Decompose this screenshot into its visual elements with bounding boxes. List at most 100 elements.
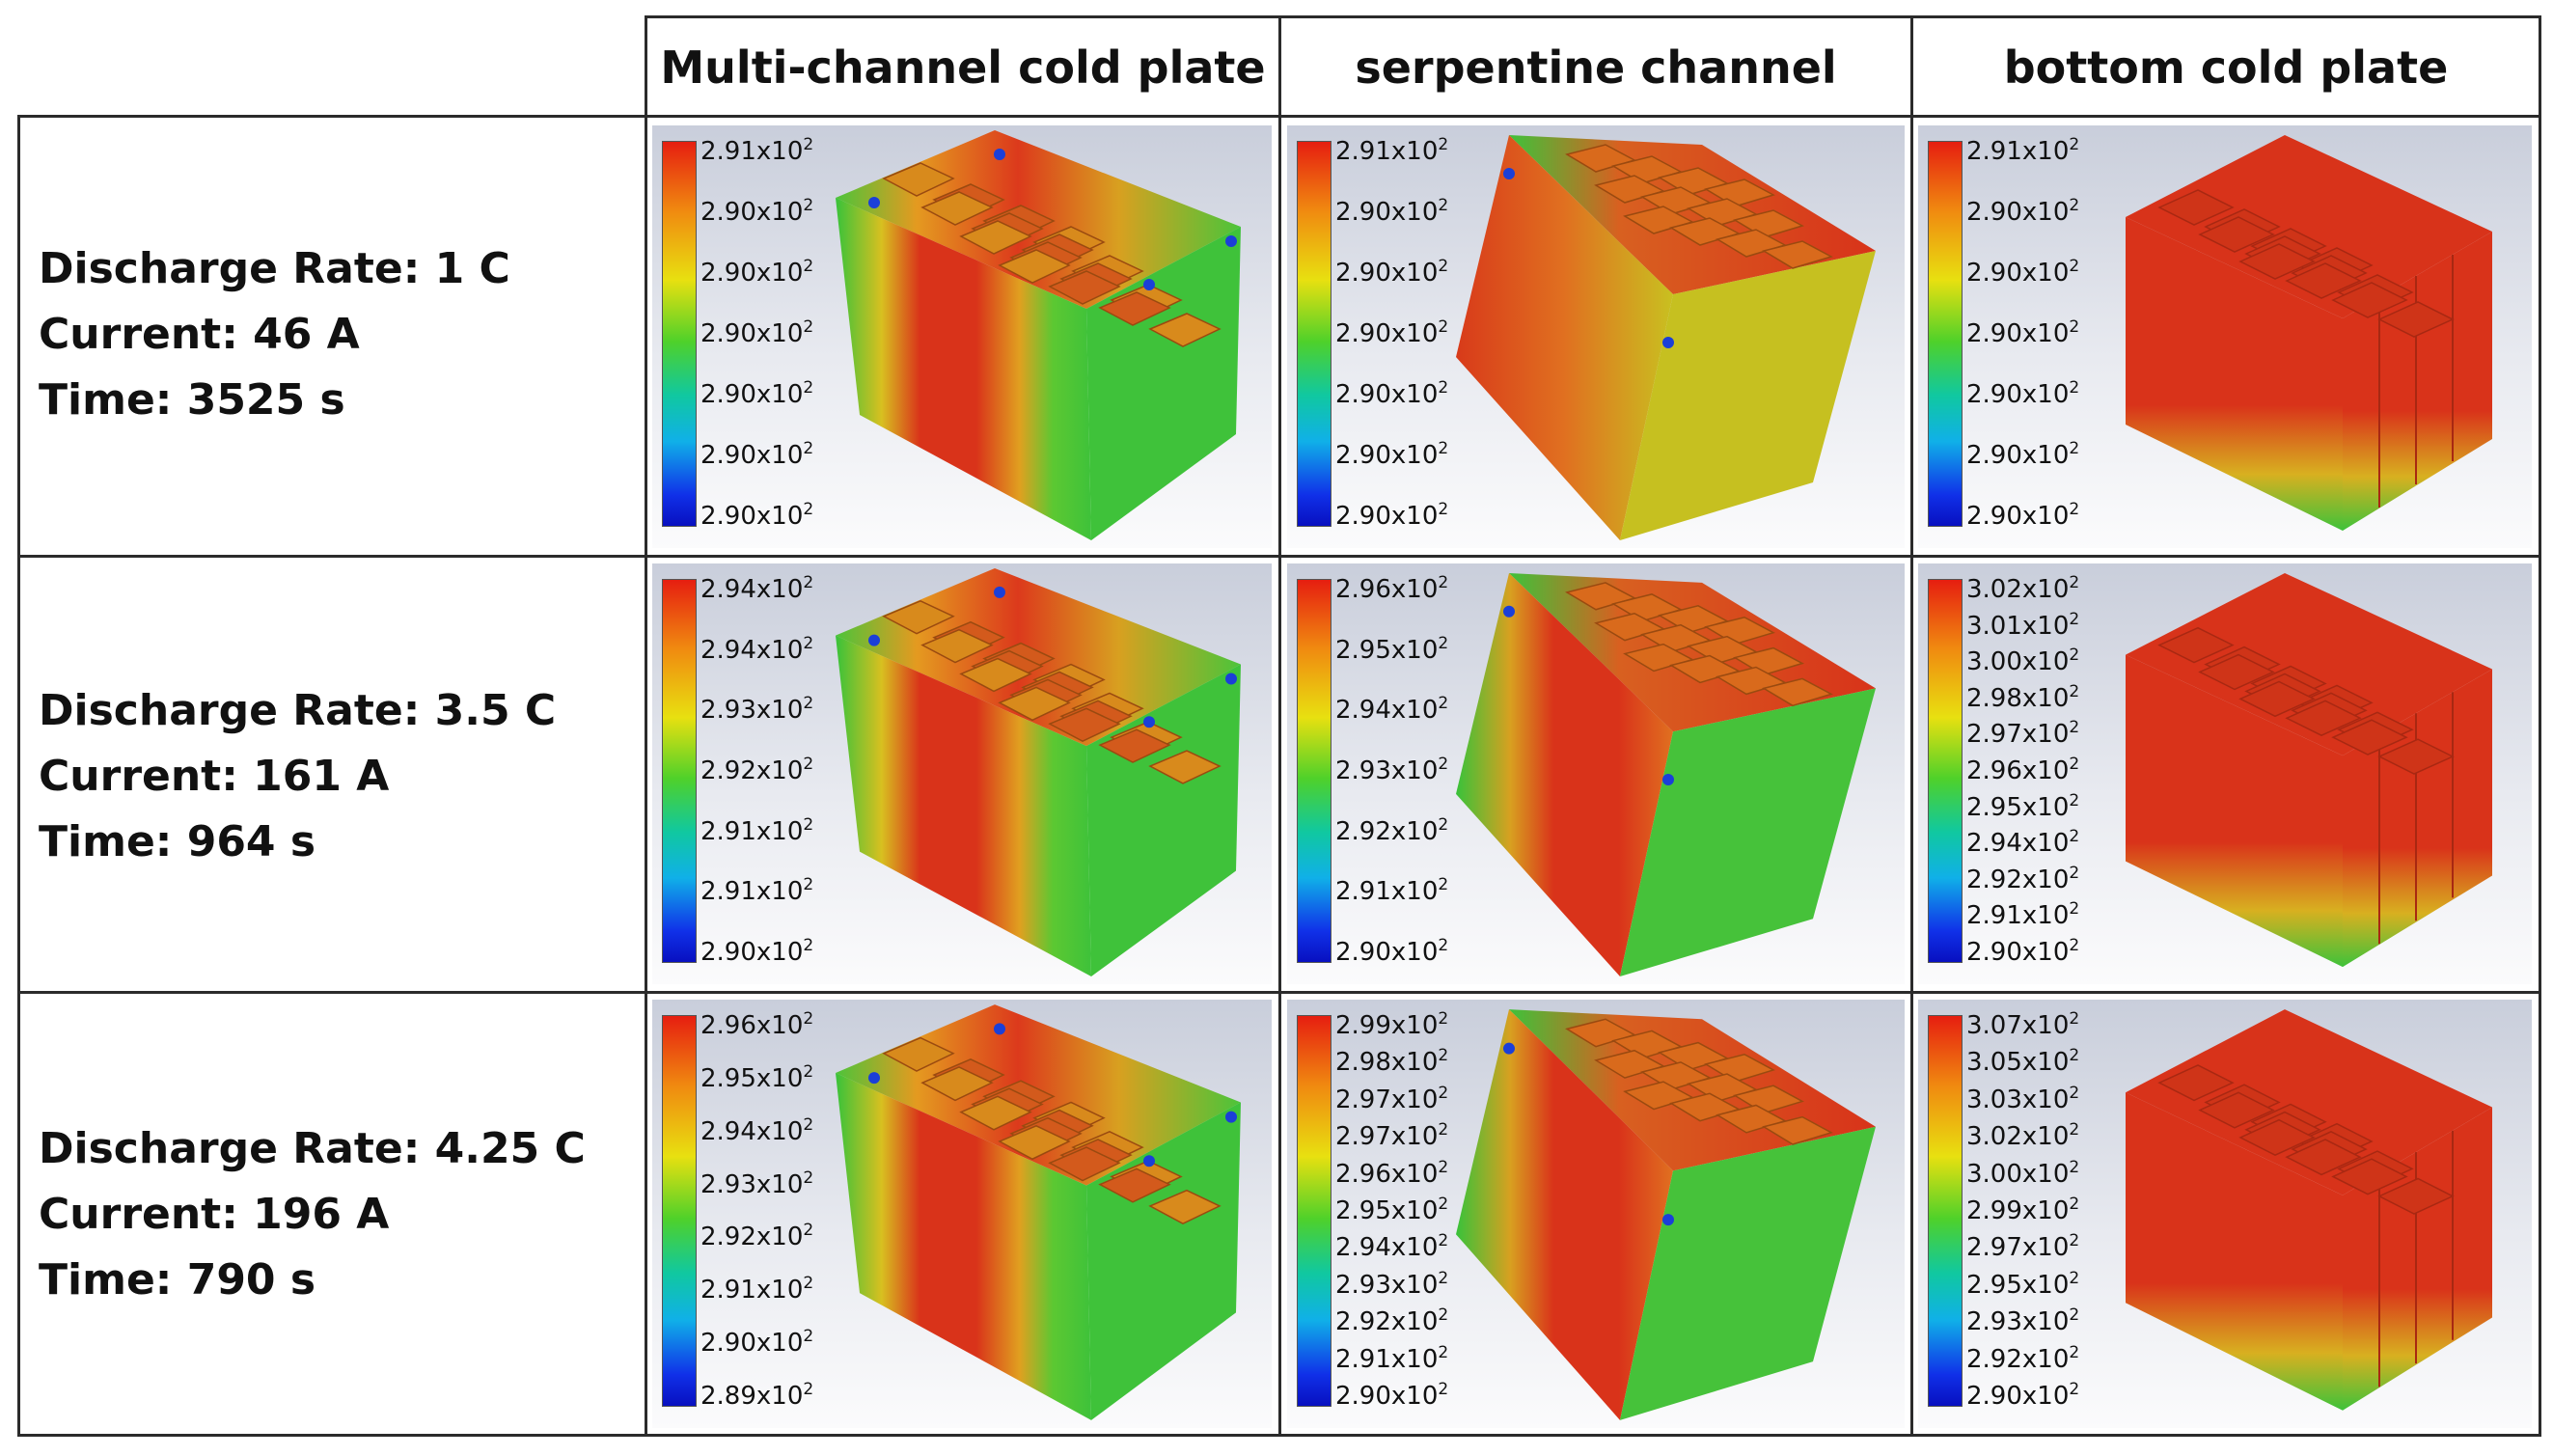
tick-exponent: 2 xyxy=(803,1168,814,1188)
tick-mantissa: 2.90x10 xyxy=(700,440,804,470)
coolant-port xyxy=(1662,337,1674,348)
tick-mantissa: 2.95x10 xyxy=(700,1063,804,1093)
pack-top-face xyxy=(2126,1009,2492,1195)
battery-cell xyxy=(998,249,1071,284)
tick-mantissa: 2.94x10 xyxy=(1335,696,1439,726)
tick-mantissa: 2.95x10 xyxy=(1966,792,2070,822)
colorbar-tick-label: 2.95x102 xyxy=(1335,1195,1448,1225)
tick-mantissa: 2.94x10 xyxy=(1966,829,2070,859)
tick-mantissa: 2.97x10 xyxy=(1335,1122,1439,1152)
battery-cell xyxy=(2238,680,2316,718)
tick-exponent: 2 xyxy=(803,500,814,520)
tick-exponent: 2 xyxy=(1438,378,1449,398)
battery-cell xyxy=(1762,240,1833,269)
tick-mantissa: 3.02x10 xyxy=(1966,1122,2070,1152)
tick-exponent: 2 xyxy=(803,875,814,895)
tick-mantissa: 2.90x10 xyxy=(1966,937,2070,967)
tick-mantissa: 2.92x10 xyxy=(1335,816,1439,846)
colorbar-tick-label: 2.93x102 xyxy=(1335,755,1448,785)
battery-cell xyxy=(882,600,955,635)
tick-mantissa: 2.97x10 xyxy=(1966,720,2070,750)
colorbar-tick-label: 2.95x102 xyxy=(1335,634,1448,665)
table-rule-left xyxy=(17,115,20,1437)
colorbar-tick-label: 2.90x102 xyxy=(1335,936,1448,967)
colorbar-tick-label: 2.92x102 xyxy=(700,755,813,785)
tick-mantissa: 2.91x10 xyxy=(700,136,804,166)
tick-exponent: 2 xyxy=(803,439,814,459)
pack-front-face xyxy=(836,1073,1091,1420)
coolant-port xyxy=(868,197,880,208)
tick-mantissa: 2.92x10 xyxy=(700,755,804,785)
tick-mantissa: 2.94x10 xyxy=(700,574,804,604)
time-text: Time: 3525 s xyxy=(39,375,345,425)
pack-top-face xyxy=(2126,135,2492,318)
tick-exponent: 2 xyxy=(2069,1009,2080,1030)
colorbar-tick-label: 2.90x102 xyxy=(1335,500,1448,531)
tick-exponent: 2 xyxy=(2069,317,2080,338)
coolant-port xyxy=(1143,716,1155,728)
battery-cell xyxy=(1762,1115,1833,1145)
temperature-colorbar xyxy=(1928,141,1963,527)
battery-pack-contour xyxy=(836,1004,1241,1420)
tick-mantissa: 2.97x10 xyxy=(1335,1085,1439,1114)
colorbar-tick-label: 2.90x102 xyxy=(1966,936,2079,967)
colorbar-tick-label: 2.90x102 xyxy=(1335,439,1448,470)
tick-exponent: 2 xyxy=(803,633,814,653)
time-text: Time: 964 s xyxy=(39,817,316,866)
colorbar-tick-label: 2.97x102 xyxy=(1335,1084,1448,1114)
battery-cell xyxy=(2198,1091,2275,1129)
contour-panel-3-5c-serpentine: 2.96x102 2.95x102 2.94x102 2.93x102 2.92x102… xyxy=(1287,563,1905,984)
coolant-port xyxy=(868,1072,880,1085)
tick-exponent: 2 xyxy=(1438,1120,1449,1140)
battery-pack-contour xyxy=(2126,1009,2492,1411)
tick-exponent: 2 xyxy=(803,378,814,398)
coolant-port xyxy=(1503,605,1515,618)
colorbar-tick-label: 2.98x102 xyxy=(1966,682,2079,713)
battery-cell xyxy=(920,191,994,226)
tick-mantissa: 2.90x10 xyxy=(700,258,804,288)
colorbar-tick-label: 2.90x102 xyxy=(700,196,813,227)
tick-exponent: 2 xyxy=(1438,1231,1449,1251)
tick-mantissa: 2.92x10 xyxy=(700,1222,804,1252)
colorbar-tick-label: 3.07x102 xyxy=(1966,1009,2079,1040)
tick-exponent: 2 xyxy=(2069,936,2080,956)
tick-exponent: 2 xyxy=(2069,827,2080,847)
battery-cell xyxy=(2198,653,2275,691)
tick-exponent: 2 xyxy=(803,755,814,775)
tick-exponent: 2 xyxy=(803,1380,814,1400)
current-text: Current: 161 A xyxy=(39,752,390,801)
colorbar-tick-label: 2.90x102 xyxy=(1335,257,1448,288)
coolant-port xyxy=(1503,168,1515,179)
coolant-port xyxy=(1225,235,1237,247)
battery-cell xyxy=(959,657,1032,693)
battery-cell xyxy=(959,220,1032,255)
tick-mantissa: 2.91x10 xyxy=(1966,901,2070,931)
tick-mantissa: 2.90x10 xyxy=(1335,318,1439,348)
battery-cell xyxy=(2285,262,2362,299)
colorbar-tick-label: 2.90x102 xyxy=(1335,1380,1448,1411)
tick-mantissa: 2.90x10 xyxy=(1966,501,2070,531)
colorbar-tick-label: 2.91x102 xyxy=(700,1274,813,1305)
battery-pack-contour xyxy=(1456,135,1876,540)
temperature-colorbar xyxy=(662,1015,697,1407)
battery-cell xyxy=(2331,719,2408,755)
tick-mantissa: 2.93x10 xyxy=(1966,1307,2070,1337)
tick-exponent: 2 xyxy=(803,257,814,277)
battery-cell xyxy=(2157,626,2235,664)
tick-exponent: 2 xyxy=(1438,1268,1449,1288)
battery-cell xyxy=(2377,1177,2455,1215)
colorbar-tick-label: 2.91x102 xyxy=(700,815,813,846)
tick-mantissa: 2.99x10 xyxy=(1966,1195,2070,1225)
tick-mantissa: 2.93x10 xyxy=(1335,1270,1439,1300)
battery-cell xyxy=(2198,216,2275,253)
tick-exponent: 2 xyxy=(2069,1342,2080,1362)
coolant-port xyxy=(994,1023,1005,1035)
tick-exponent: 2 xyxy=(803,1062,814,1083)
colorbar-tick-label: 2.93x102 xyxy=(700,1168,813,1199)
colorbar-tick-label: 2.93x102 xyxy=(1966,1305,2079,1336)
tick-mantissa: 2.91x10 xyxy=(1335,1344,1439,1374)
tick-mantissa: 2.90x10 xyxy=(1335,258,1439,288)
pack-front-face xyxy=(836,635,1091,977)
colorbar-tick-label: 2.94x102 xyxy=(700,634,813,665)
tick-exponent: 2 xyxy=(1438,317,1449,338)
